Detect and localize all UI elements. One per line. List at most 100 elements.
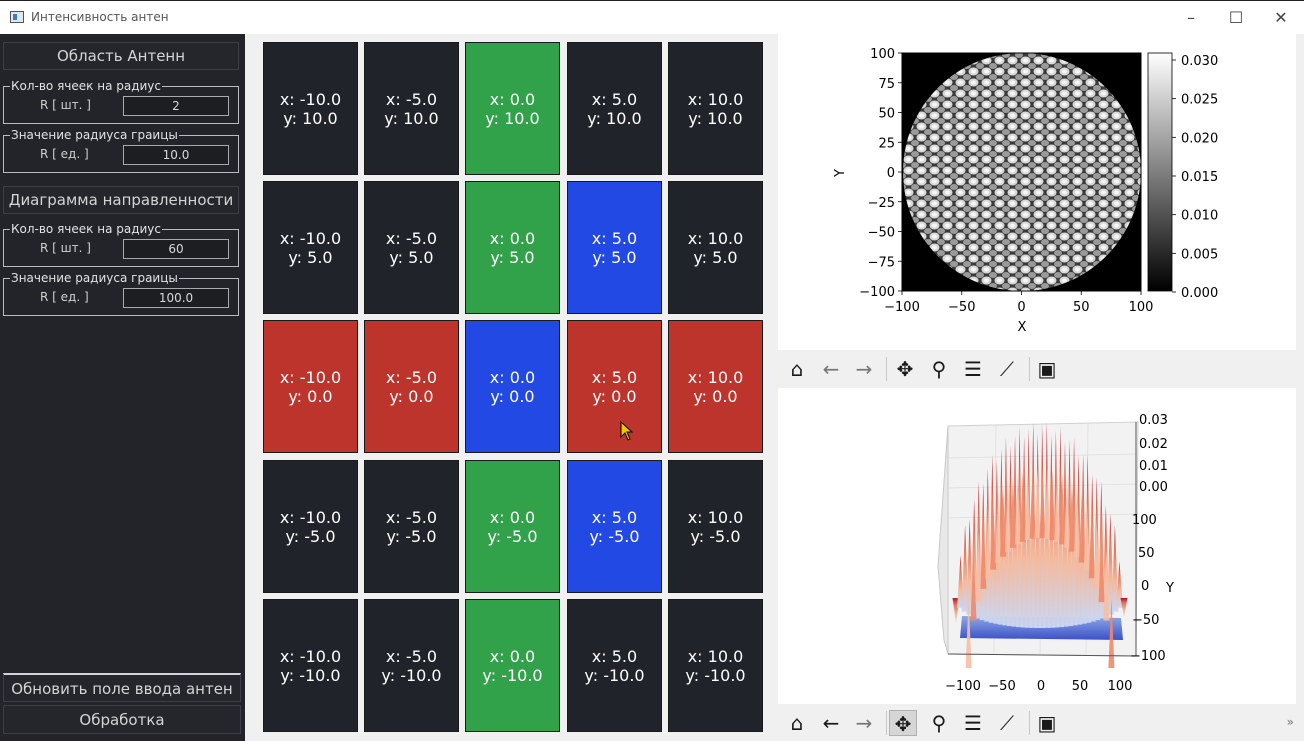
y-axis-label: Y xyxy=(833,169,848,178)
boundary-radius-input-2[interactable]: 100.0 xyxy=(123,288,229,308)
antenna-cell[interactable]: x: -5.0 y: 0.0 xyxy=(364,320,459,453)
cell-y-coord: y: 5.0 xyxy=(490,247,535,267)
antenna-cell[interactable]: x: 0.0 y: -5.0 xyxy=(465,460,560,593)
antenna-cell[interactable]: x: 10.0 y: 5.0 xyxy=(668,181,763,314)
pan-icon[interactable]: ✥ xyxy=(896,357,914,381)
colorbar-tick-label: 0.000 xyxy=(1181,286,1218,301)
pan-icon[interactable]: ✥ xyxy=(889,710,917,736)
plot-toolbar-bottom: ⌂ ← → ✥ ⚲ ☰ ⟋ ▣ » xyxy=(778,705,1304,741)
sidebar: Область Антенн Кол-во ячеек на радиус R … xyxy=(0,34,245,741)
cell-y-coord: y: 0.0 xyxy=(288,386,333,406)
cell-x-coord: x: -10.0 xyxy=(279,228,342,248)
forward-arrow-icon[interactable]: → xyxy=(855,711,873,735)
cell-x-coord: x: -5.0 xyxy=(385,367,438,387)
group-legend: Значение радиуса граицы xyxy=(10,271,179,285)
antenna-cell[interactable]: x: -10.0 y: -5.0 xyxy=(263,460,358,593)
process-button[interactable]: Обработка xyxy=(3,705,241,734)
antenna-cell[interactable]: x: -10.0 y: 5.0 xyxy=(263,181,358,314)
window-title: Интенсивность антен xyxy=(31,10,169,24)
boundary-radius-input-1[interactable]: 10.0 xyxy=(123,145,229,165)
cell-y-coord: y: 5.0 xyxy=(288,247,333,267)
antenna-cell[interactable]: x: 5.0 y: -10.0 xyxy=(567,599,662,732)
antenna-cell[interactable]: x: -5.0 y: 5.0 xyxy=(364,181,459,314)
x-tick-label: 0 xyxy=(1017,300,1025,315)
cell-x-coord: x: 0.0 xyxy=(489,228,536,248)
antenna-cell[interactable]: x: 5.0 y: -5.0 xyxy=(567,460,662,593)
cells-per-radius-input-1[interactable]: 2 xyxy=(123,96,229,116)
field-label: R [ ед. ] xyxy=(40,147,89,161)
y-tick-label: −50 xyxy=(868,226,895,241)
z-tick-label: 0.01 xyxy=(1139,459,1168,474)
configure-subplots-icon[interactable]: ☰ xyxy=(964,711,982,735)
cell-y-coord: y: -10.0 xyxy=(280,665,341,685)
cell-y-coord: y: 5.0 xyxy=(693,247,738,267)
cell-y-coord: y: -5.0 xyxy=(487,526,538,546)
colorbar-tick-label: 0.015 xyxy=(1181,170,1218,185)
close-button[interactable]: ✕ xyxy=(1274,8,1288,27)
group-legend: Значение радиуса граицы xyxy=(10,128,179,142)
edit-axis-icon[interactable]: ⟋ xyxy=(1000,711,1014,735)
edit-axis-icon[interactable]: ⟋ xyxy=(1000,357,1014,381)
antenna-cell[interactable]: x: 5.0 y: 0.0 xyxy=(567,320,662,453)
cell-y-coord: y: 10.0 xyxy=(587,108,642,128)
antenna-cell[interactable]: x: 0.0 y: 0.0 xyxy=(465,320,560,453)
antenna-cell[interactable]: x: -5.0 y: -10.0 xyxy=(364,599,459,732)
antenna-cell[interactable]: x: -10.0 y: 10.0 xyxy=(263,42,358,175)
antenna-cell[interactable]: x: -10.0 y: -10.0 xyxy=(263,599,358,732)
antenna-cell[interactable]: x: 5.0 y: 5.0 xyxy=(567,181,662,314)
antenna-cell[interactable]: x: 10.0 y: -5.0 xyxy=(668,460,763,593)
antenna-cell[interactable]: x: 0.0 y: -10.0 xyxy=(465,599,560,732)
home-icon[interactable]: ⌂ xyxy=(790,711,804,735)
cell-x-coord: x: 5.0 xyxy=(591,367,638,387)
y-tick-label-3d: 50 xyxy=(1138,546,1155,561)
save-icon[interactable]: ▣ xyxy=(1037,357,1057,381)
group-boundary-radius-1: Значение радиуса граицы R [ ед. ] 10.0 xyxy=(3,128,239,173)
home-icon[interactable]: ⌂ xyxy=(790,357,804,381)
x-tick-label-3d: −50 xyxy=(988,679,1015,694)
y-axis-label-3d: Y xyxy=(1165,581,1174,596)
surface-3d-plot: 0.03 0.02 0.01 0.00 100 50 0 −50 −100 −100 −50 0 5… xyxy=(778,388,1296,704)
cell-y-coord: y: 0.0 xyxy=(389,386,434,406)
cell-x-coord: x: 10.0 xyxy=(687,228,744,248)
group-boundary-radius-2: Значение радиуса граицы R [ ед. ] 100.0 xyxy=(3,271,239,316)
antenna-cell[interactable]: x: -10.0 y: 0.0 xyxy=(263,320,358,453)
cell-x-coord: x: 0.0 xyxy=(489,367,536,387)
cell-y-coord: y: 5.0 xyxy=(592,247,637,267)
x-tick-label-3d: −100 xyxy=(945,679,981,694)
update-antenna-field-button[interactable]: Обновить поле ввода антен xyxy=(3,673,241,702)
plot-toolbar-top: ⌂ ← → ✥ ⚲ ☰ ⟋ ▣ xyxy=(778,351,1304,387)
zoom-icon[interactable]: ⚲ xyxy=(931,711,947,735)
cell-y-coord: y: -5.0 xyxy=(690,526,741,546)
colorbar-tick-label: 0.005 xyxy=(1181,247,1218,262)
toolbar-overflow-icon[interactable]: » xyxy=(1286,715,1294,729)
antenna-cell[interactable]: x: -5.0 y: 10.0 xyxy=(364,42,459,175)
field-label: R [ шт. ] xyxy=(40,98,91,112)
forward-arrow-icon[interactable]: → xyxy=(855,357,873,381)
y-tick-label-3d: 100 xyxy=(1132,513,1157,528)
field-label: R [ шт. ] xyxy=(40,241,91,255)
cells-per-radius-input-2[interactable]: 60 xyxy=(123,239,229,259)
antenna-cell[interactable]: x: 0.0 y: 5.0 xyxy=(465,181,560,314)
heatmap-plot: −100 −50 0 50 100 100 75 50 25 0 −25 −50 −75 −100 X … xyxy=(778,34,1296,350)
cell-y-coord: y: -5.0 xyxy=(285,526,336,546)
antenna-cell[interactable]: x: 0.0 y: 10.0 xyxy=(465,42,560,175)
y-tick-label: −25 xyxy=(868,196,895,211)
antenna-cell[interactable]: x: 5.0 y: 10.0 xyxy=(567,42,662,175)
colorbar xyxy=(1147,52,1173,292)
zoom-icon[interactable]: ⚲ xyxy=(931,357,947,381)
back-arrow-icon[interactable]: ← xyxy=(822,711,840,735)
section-antenna-area-title: Область Антенн xyxy=(3,42,239,70)
antenna-cell[interactable]: x: 10.0 y: 0.0 xyxy=(668,320,763,453)
x-tick-label: 50 xyxy=(1073,300,1090,315)
antenna-cell[interactable]: x: -5.0 y: -5.0 xyxy=(364,460,459,593)
x-tick-label: −50 xyxy=(948,300,975,315)
antenna-cell[interactable]: x: 10.0 y: -10.0 xyxy=(668,599,763,732)
save-icon[interactable]: ▣ xyxy=(1037,711,1057,735)
minimize-button[interactable]: – xyxy=(1187,8,1195,27)
maximize-button[interactable]: ☐ xyxy=(1228,8,1244,27)
back-arrow-icon[interactable]: ← xyxy=(822,357,840,381)
antenna-cell[interactable]: x: 10.0 y: 10.0 xyxy=(668,42,763,175)
group-cells-per-radius-2: Кол-во ячеек на радиус R [ шт. ] 60 xyxy=(3,222,239,267)
configure-subplots-icon[interactable]: ☰ xyxy=(964,357,982,381)
group-cells-per-radius-1: Кол-во ячеек на радиус R [ шт. ] 2 xyxy=(3,79,239,124)
